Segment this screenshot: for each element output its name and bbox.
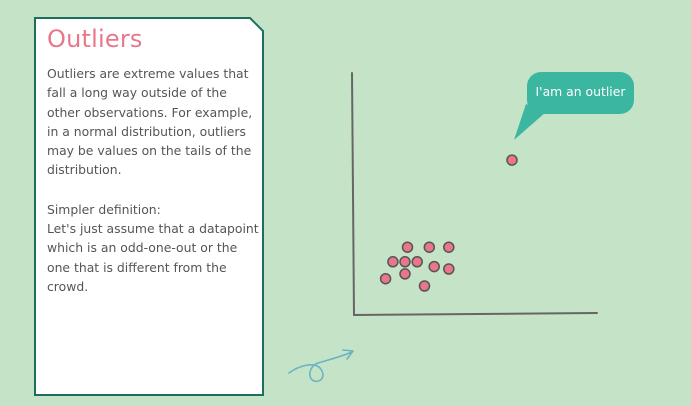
- outlier-callout-label: I'am an outlier: [535, 84, 626, 99]
- text-line: crowd.: [47, 278, 89, 294]
- text-line: which is an odd-one-out or the: [47, 240, 238, 256]
- doodle-arrow-icon: [288, 349, 354, 383]
- y-axis: [351, 72, 355, 316]
- text-line: may be values on the tails of the: [47, 143, 252, 159]
- data-point: [443, 241, 455, 253]
- text-line: Let's just assume that a datapoint: [47, 221, 259, 237]
- text-line: in a normal distribution, outliers: [47, 123, 246, 139]
- definition-card: Outliers Outliers are extreme values tha…: [47, 22, 259, 296]
- data-point: [443, 263, 455, 275]
- data-point: [387, 256, 399, 268]
- data-point: [401, 241, 414, 253]
- data-point: [399, 268, 411, 280]
- simple-definition-paragraph: Simpler definition: Let's just assume th…: [47, 200, 259, 296]
- card-title: Outliers: [47, 25, 143, 53]
- definition-paragraph: Outliers are extreme values that fall a …: [47, 64, 253, 180]
- text-line: fall a long way outside of the: [47, 85, 227, 101]
- data-point: [423, 241, 436, 253]
- outlier-point: [506, 154, 518, 166]
- text-line: Simpler definition:: [47, 201, 161, 217]
- text-line: one that is different from the: [47, 259, 227, 275]
- data-points: [379, 154, 518, 292]
- x-axis: [353, 312, 598, 316]
- outlier-callout: I'am an outlier: [527, 72, 634, 114]
- data-point: [399, 256, 411, 268]
- data-point: [411, 256, 423, 268]
- data-point: [418, 280, 431, 292]
- data-point: [379, 272, 392, 285]
- data-point: [428, 260, 440, 273]
- text-line: distribution.: [47, 162, 122, 178]
- text-line: other observations. For example,: [47, 104, 253, 120]
- text-line: Outliers are extreme values that: [47, 66, 249, 81]
